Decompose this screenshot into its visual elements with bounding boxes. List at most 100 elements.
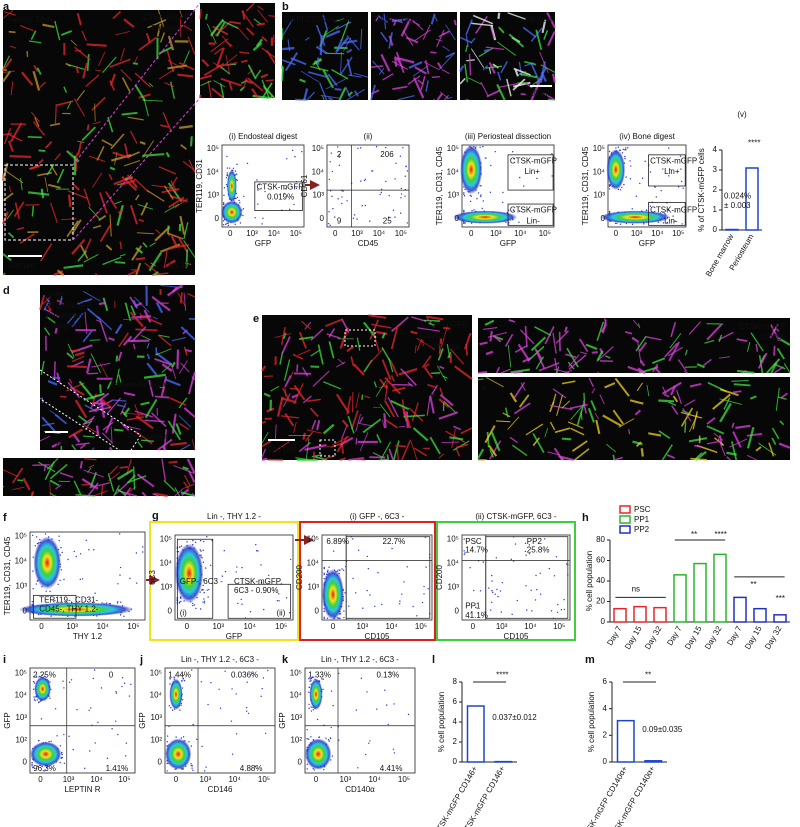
event-dot bbox=[479, 146, 481, 148]
signal bbox=[171, 364, 177, 379]
event-dot bbox=[76, 708, 78, 711]
signal bbox=[684, 421, 687, 433]
event-dot bbox=[536, 177, 538, 180]
signal bbox=[635, 441, 642, 447]
signal bbox=[75, 494, 96, 497]
signal bbox=[86, 124, 90, 131]
event-dot bbox=[381, 603, 383, 606]
signal bbox=[339, 457, 347, 461]
event-dot bbox=[236, 173, 238, 175]
event-dot bbox=[380, 191, 383, 194]
signal bbox=[8, 133, 23, 142]
signal bbox=[310, 328, 324, 341]
signal bbox=[19, 24, 34, 32]
event-dot bbox=[326, 617, 329, 619]
event-dot bbox=[654, 186, 656, 188]
micrograph bbox=[3, 458, 195, 496]
event-dot bbox=[655, 196, 657, 198]
signal bbox=[156, 23, 162, 37]
panel-label: j bbox=[139, 654, 143, 666]
event-dot bbox=[619, 189, 622, 191]
y-tick-label: 6 bbox=[453, 697, 458, 706]
x-tick-label: 10³ bbox=[63, 775, 75, 784]
plot-title: (iii) Periosteal dissection bbox=[465, 132, 551, 141]
signal bbox=[479, 341, 488, 346]
event-dot bbox=[38, 675, 41, 678]
signal bbox=[113, 428, 124, 432]
signal bbox=[123, 18, 135, 28]
gate-label: (i) bbox=[180, 608, 187, 617]
y-tick-label: 10⁵ bbox=[312, 144, 324, 153]
signal bbox=[561, 380, 576, 385]
event-dot bbox=[166, 741, 168, 743]
signal bbox=[114, 200, 122, 205]
event-dot bbox=[616, 222, 618, 225]
event-dot bbox=[236, 179, 238, 182]
event-dot bbox=[312, 709, 315, 711]
x-tick-label: Day 7 bbox=[725, 624, 744, 647]
signal bbox=[44, 327, 51, 336]
event-dot bbox=[328, 566, 330, 568]
signal bbox=[624, 331, 633, 335]
event-dot bbox=[258, 184, 260, 186]
event-dot bbox=[323, 768, 325, 771]
signal bbox=[468, 53, 472, 76]
event-dot bbox=[463, 209, 465, 211]
event-dot bbox=[288, 611, 291, 614]
signal bbox=[509, 392, 518, 403]
signal bbox=[239, 51, 250, 55]
signal bbox=[396, 445, 399, 461]
signal bbox=[570, 427, 585, 436]
gate-frame bbox=[436, 521, 576, 641]
event-dot bbox=[117, 583, 119, 585]
signal bbox=[110, 426, 113, 445]
event-dot bbox=[484, 157, 487, 159]
signal bbox=[530, 79, 542, 101]
event-dot bbox=[306, 728, 308, 731]
event-dot bbox=[629, 160, 631, 162]
signal bbox=[144, 419, 165, 423]
event-dot bbox=[257, 550, 259, 552]
event-dot bbox=[388, 216, 390, 218]
signal bbox=[360, 28, 363, 49]
signal bbox=[79, 461, 83, 469]
signal bbox=[134, 302, 143, 307]
plot-title: (ii) bbox=[364, 132, 373, 141]
signal bbox=[508, 319, 516, 323]
y-tick-label: 40 bbox=[596, 576, 605, 585]
signal bbox=[120, 253, 126, 257]
signal bbox=[71, 344, 93, 354]
x-tick-label: 10³ bbox=[340, 775, 352, 784]
signal bbox=[123, 391, 136, 397]
event-dot bbox=[344, 592, 346, 594]
signal bbox=[170, 235, 179, 248]
event-dot bbox=[331, 755, 334, 757]
signal bbox=[504, 407, 509, 418]
signal bbox=[454, 365, 473, 380]
gate-label: 1.33% bbox=[308, 670, 331, 679]
signal bbox=[304, 321, 312, 330]
signal bbox=[408, 61, 423, 69]
y-tick-label: 10⁵ bbox=[15, 532, 27, 541]
signal bbox=[170, 81, 176, 99]
signal bbox=[661, 381, 682, 395]
signal bbox=[20, 178, 23, 191]
event-dot bbox=[255, 543, 257, 546]
signal bbox=[191, 376, 196, 381]
flow-plot bbox=[174, 534, 294, 621]
signal bbox=[183, 346, 188, 356]
x-tick-label: 10⁴ bbox=[514, 229, 527, 238]
signal bbox=[117, 183, 123, 186]
signal bbox=[190, 136, 193, 147]
gate-label: 96.3% bbox=[33, 764, 56, 773]
bar bbox=[753, 607, 767, 623]
y-tick-label: 0 bbox=[601, 617, 606, 626]
signal bbox=[398, 425, 406, 428]
event-dot bbox=[393, 752, 396, 754]
event-dot bbox=[58, 540, 60, 542]
event-dot bbox=[502, 191, 504, 194]
event-dot bbox=[543, 538, 546, 540]
signal bbox=[2, 272, 6, 276]
signal bbox=[507, 344, 512, 368]
panel-label: l bbox=[432, 654, 435, 666]
